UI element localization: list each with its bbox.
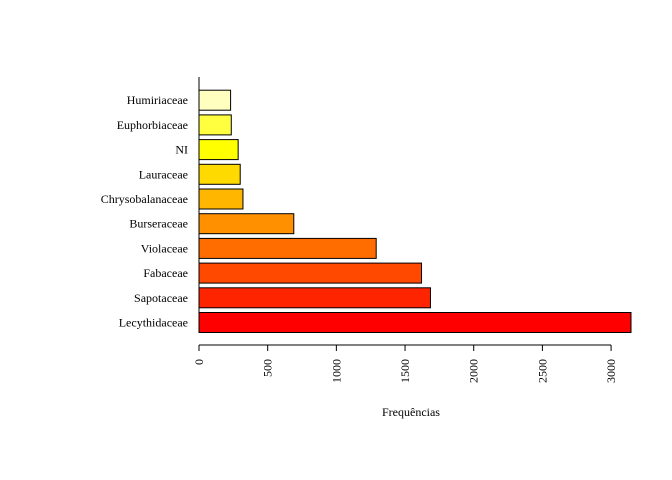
x-tick-label: 3000 (604, 359, 618, 383)
bar-violaceae (198, 237, 377, 259)
x-tick-label: 2000 (467, 359, 481, 383)
category-label: Chrysobalanaceae (101, 192, 188, 206)
bar-ni (198, 139, 239, 161)
x-tick-label: 500 (261, 359, 275, 377)
category-label: Sapotaceae (134, 291, 188, 305)
bar-fabaceae (198, 262, 423, 284)
x-tick-label: 1000 (329, 359, 343, 383)
x-tick-label: 0 (192, 359, 206, 365)
bar-sapotaceae (198, 287, 431, 309)
bar-burseraceae (198, 213, 295, 235)
category-labels: Lecythidaceae Sapotaceae Fabaceae Violaceae… (101, 93, 188, 329)
bar-euphorbiaceae (198, 114, 232, 136)
category-label: Lecythidaceae (119, 316, 188, 330)
bar-lauraceae (198, 163, 241, 185)
category-label: NI (175, 143, 188, 157)
category-label: Euphorbiaceae (117, 118, 188, 132)
bar-humiriaceae (198, 89, 232, 111)
x-axis-title: Frequências (382, 405, 440, 419)
category-label: Burseraceae (129, 217, 188, 231)
bars-group (198, 89, 632, 333)
category-label: Violaceae (141, 241, 188, 255)
bar-chrysobalanaceae (198, 188, 244, 210)
category-label: Lauraceae (139, 167, 188, 181)
x-axis: 0 500 1000 1500 2000 2500 3000 (192, 344, 618, 383)
category-label: Humiriaceae (127, 93, 188, 107)
bar-lecythidaceae (198, 312, 632, 333)
x-tick-label: 2500 (535, 359, 549, 383)
category-label: Fabaceae (143, 266, 188, 280)
x-tick-label: 1500 (398, 359, 412, 383)
